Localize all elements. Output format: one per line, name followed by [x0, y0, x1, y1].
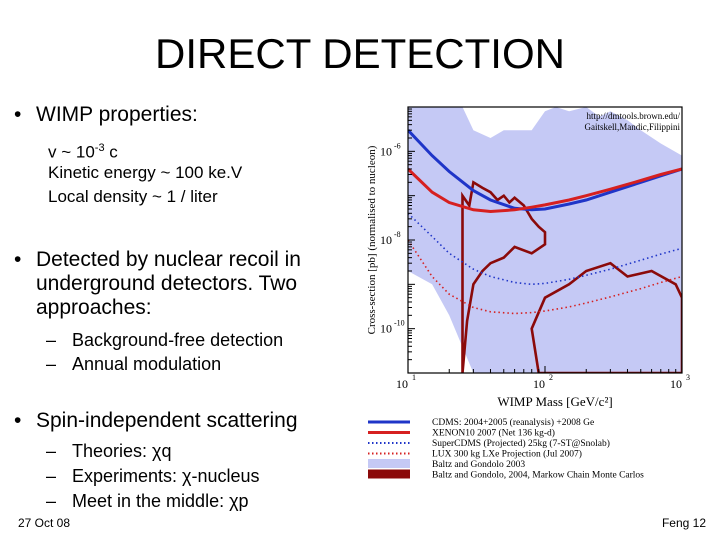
y-tick-label: 10: [380, 144, 392, 158]
x-tick-label: 10: [396, 377, 408, 391]
series-line-3: [408, 239, 682, 315]
experiments-line: – Experiments: χ-nucleus: [46, 466, 260, 486]
legend-label-3: LUX 300 kg LXe Projection (Jul 2007): [432, 449, 582, 460]
detection-line-1: Detected by nuclear recoil in: [36, 248, 301, 271]
approach-annual-modulation: – Annual modulation: [46, 354, 222, 374]
y-tick-exponent: -6: [394, 141, 401, 150]
legend-swatch-5: [368, 469, 410, 479]
y-tick-label: 10: [380, 233, 392, 247]
y-tick-label: 10: [380, 322, 392, 336]
plot-credit-1: Gaitskell,Mandic,Filippini: [585, 122, 681, 132]
x-tick-exponent: 1: [412, 373, 416, 382]
approach-background-free: – Background-free detection: [46, 330, 284, 350]
x-tick-exponent: 2: [549, 373, 553, 382]
series-line-1: [408, 167, 682, 214]
bullet-dot: •: [14, 409, 22, 432]
legend-label-0: CDMS: 2004+2005 (reanalysis) +2008 Ge: [432, 417, 594, 428]
x-tick-label: 10: [670, 377, 682, 391]
x-tick-label: 10: [533, 377, 545, 391]
x-tick-exponent: 3: [686, 373, 690, 382]
local-density-line: Local density ~ 1 / liter: [48, 187, 218, 206]
plot-credit-0: http://dmtools.brown.edu/: [587, 111, 681, 121]
theories-line: – Theories: χq: [46, 441, 172, 461]
y-axis-label: Cross-section [pb] (normalised to nucleo…: [366, 145, 378, 334]
legend-label-4: Baltz and Gondolo 2003: [432, 460, 525, 470]
bullet-dot: •: [14, 248, 22, 271]
velocity-line: v ~ 10-3 c: [48, 142, 118, 162]
bullet-wimp-properties: • WIMP properties:: [14, 103, 198, 127]
y-tick-exponent: -10: [394, 319, 405, 328]
footer-page: Feng 12: [661, 516, 706, 530]
meet-in-middle-line: – Meet in the middle: χp: [46, 491, 249, 511]
series-line-0: [408, 129, 682, 212]
bullet-dot: •: [14, 103, 22, 126]
legend-swatch-4: [368, 459, 410, 468]
detection-line-2: underground detectors. Two: [36, 272, 298, 295]
legend-label-2: SuperCDMS (Projected) 25kg (7-ST@Snolab): [432, 438, 610, 449]
plot-area: [408, 107, 682, 373]
x-axis-label: WIMP Mass [GeV/c²]: [497, 394, 612, 409]
bullet-spin-independent: • Spin-independent scattering: [14, 409, 298, 433]
legend-label-5: Baltz and Gondolo, 2004, Markow Chain Mo…: [432, 471, 644, 481]
region-mcmc-contour-2: [530, 261, 682, 373]
y-tick-exponent: -8: [394, 230, 401, 239]
legend-label-1: XENON10 2007 (Net 136 kg-d): [432, 428, 555, 439]
slide-title: DIRECT DETECTION: [155, 30, 565, 77]
footer-date: 27 Oct 08: [18, 516, 71, 530]
kinetic-energy-line: Kinetic energy ~ 100 ke.V: [48, 163, 243, 182]
bullet-detection: • Detected by nuclear recoil in undergro…: [14, 248, 301, 320]
series-line-2: [408, 212, 682, 286]
bullet-text: Spin-independent scattering: [36, 409, 298, 432]
detection-line-3: approaches:: [36, 296, 152, 319]
region-mcmc-contour-1: [461, 180, 547, 373]
bullet-text: WIMP properties:: [36, 103, 198, 126]
